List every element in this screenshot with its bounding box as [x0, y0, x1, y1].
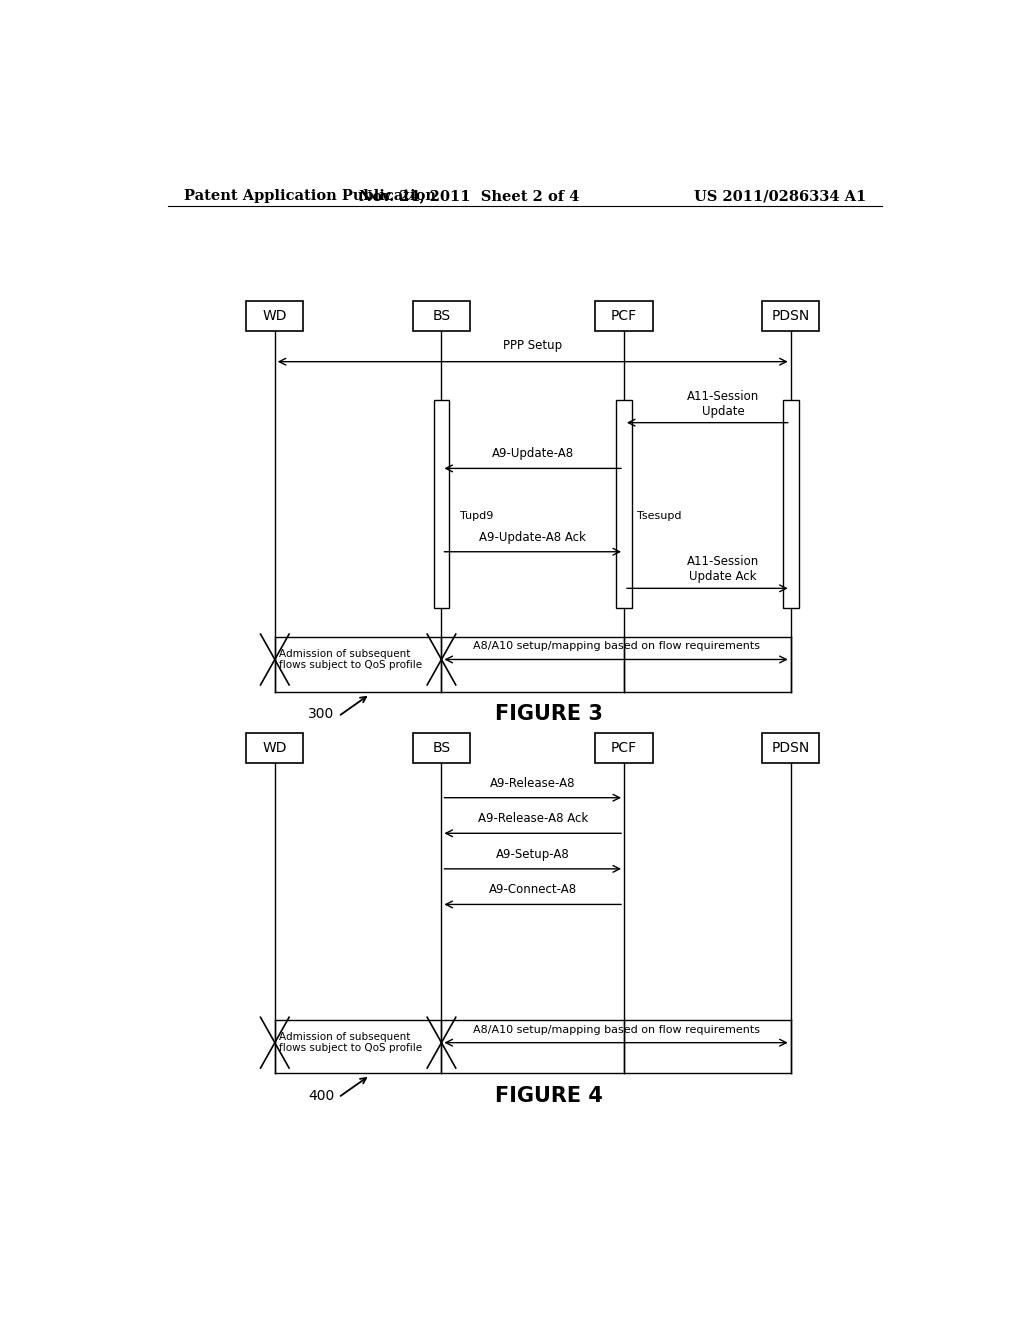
Bar: [433, 400, 450, 607]
Text: A9-Connect-A8: A9-Connect-A8: [488, 883, 577, 896]
Text: A9-Update-A8: A9-Update-A8: [492, 447, 573, 461]
Text: Tsesupd: Tsesupd: [638, 511, 682, 521]
Text: PCF: PCF: [611, 741, 637, 755]
Bar: [595, 301, 652, 331]
Text: Admission of subsequent
flows subject to QoS profile: Admission of subsequent flows subject to…: [279, 1032, 422, 1053]
Text: A8/A10 setup/mapping based on flow requirements: A8/A10 setup/mapping based on flow requi…: [472, 1024, 760, 1035]
Text: A9-Release-A8 Ack: A9-Release-A8 Ack: [477, 812, 588, 825]
Text: A11-Session
Update: A11-Session Update: [687, 389, 760, 417]
Text: BS: BS: [432, 741, 451, 755]
Bar: [762, 301, 819, 331]
Text: US 2011/0286334 A1: US 2011/0286334 A1: [694, 189, 866, 203]
Text: A11-Session
Update Ack: A11-Session Update Ack: [687, 556, 760, 583]
Text: PDSN: PDSN: [771, 741, 810, 755]
Bar: [246, 301, 303, 331]
Bar: [595, 733, 652, 763]
Text: Admission of subsequent
flows subject to QoS profile: Admission of subsequent flows subject to…: [279, 648, 422, 671]
Text: PDSN: PDSN: [771, 309, 810, 323]
Text: PCF: PCF: [611, 309, 637, 323]
Text: A9-Setup-A8: A9-Setup-A8: [496, 847, 569, 861]
Text: BS: BS: [432, 309, 451, 323]
Text: WD: WD: [262, 741, 287, 755]
Text: FIGURE 4: FIGURE 4: [495, 1085, 602, 1106]
Text: Patent Application Publication: Patent Application Publication: [183, 189, 435, 203]
Text: FIGURE 3: FIGURE 3: [495, 705, 602, 725]
Bar: [762, 733, 819, 763]
Text: 300: 300: [308, 708, 334, 721]
Text: PPP Setup: PPP Setup: [503, 338, 562, 351]
Text: WD: WD: [262, 309, 287, 323]
Text: A9-Release-A8: A9-Release-A8: [490, 776, 575, 789]
Bar: [246, 733, 303, 763]
Text: A9-Update-A8 Ack: A9-Update-A8 Ack: [479, 531, 586, 544]
Text: A8/A10 setup/mapping based on flow requirements: A8/A10 setup/mapping based on flow requi…: [472, 642, 760, 651]
Bar: [413, 301, 470, 331]
Bar: [616, 400, 632, 607]
Text: Nov. 24, 2011  Sheet 2 of 4: Nov. 24, 2011 Sheet 2 of 4: [359, 189, 580, 203]
Text: Tupd9: Tupd9: [461, 511, 494, 521]
Text: 400: 400: [308, 1089, 334, 1102]
Bar: [782, 400, 799, 607]
Bar: [413, 733, 470, 763]
